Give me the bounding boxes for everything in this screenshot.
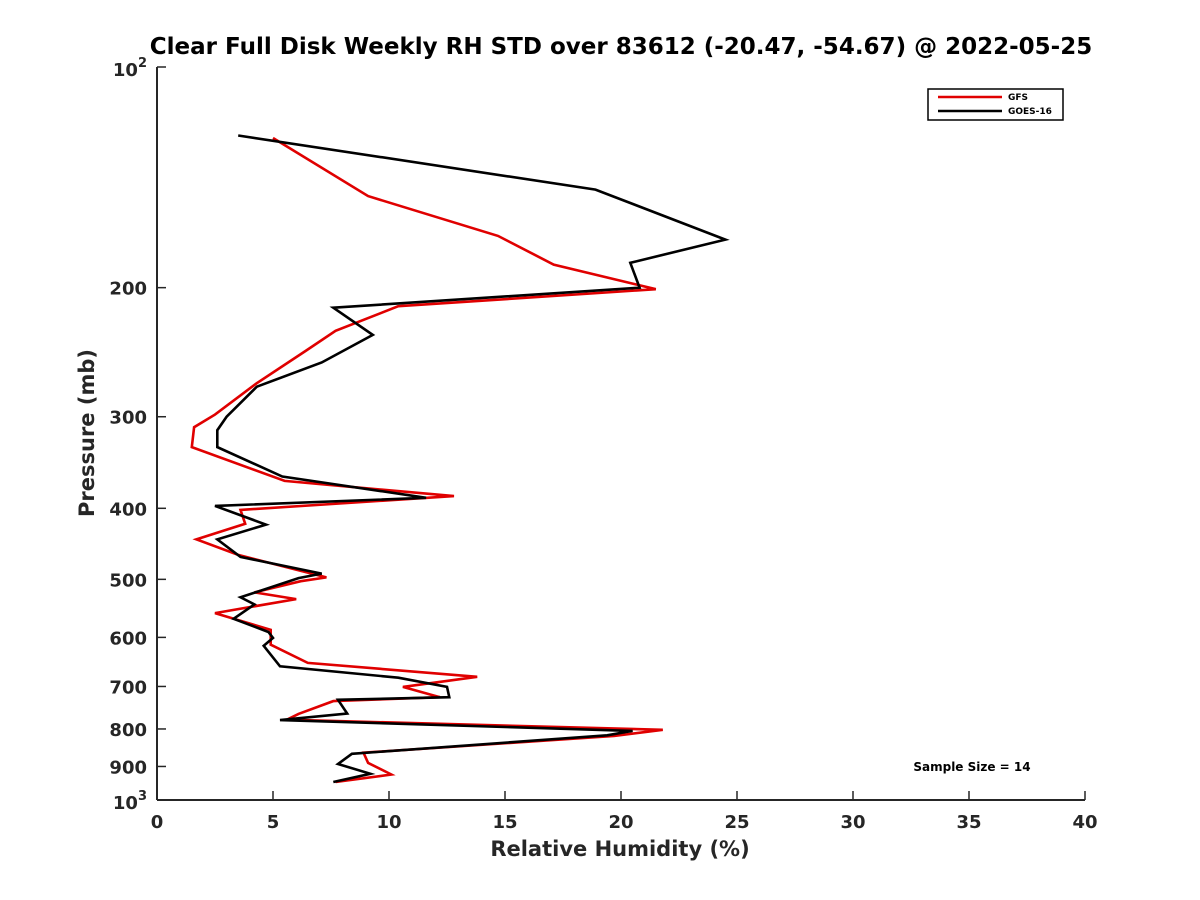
legend-label-goes16: GOES-16 (1008, 107, 1052, 117)
y-axis: 200 300 400 500 600 700 800 900 102 103 (109, 56, 166, 814)
y-axis-label: Pressure (mb) (75, 349, 99, 517)
x-tick-label: 10 (376, 812, 401, 833)
x-tick-label: 5 (267, 812, 280, 833)
y-tick-label: 300 (109, 408, 147, 429)
x-tick-label: 25 (724, 812, 749, 833)
y-tick-label-power: 102 (113, 56, 147, 81)
x-tick-label: 30 (840, 812, 865, 833)
x-tick-label: 35 (956, 812, 981, 833)
legend-label-gfs: GFS (1008, 93, 1028, 103)
x-tick-label: 20 (608, 812, 633, 833)
legend-box (927, 88, 1064, 121)
y-tick-label: 900 (109, 757, 147, 778)
chart-title: Clear Full Disk Weekly RH STD over 83612… (150, 34, 1092, 60)
x-tick-label: 40 (1072, 812, 1097, 833)
legend: GFS GOES-16 (927, 88, 1064, 121)
series-layer (190, 134, 730, 784)
y-tick-label: 600 (109, 628, 147, 649)
x-axis-label: Relative Humidity (%) (490, 837, 749, 861)
y-tick-label: 400 (109, 499, 147, 520)
y-tick-label: 800 (109, 720, 147, 741)
y-tick-label: 700 (109, 677, 147, 698)
x-tick-label: 0 (151, 812, 164, 833)
y-tick-label: 500 (109, 570, 147, 591)
sample-size-annotation: Sample Size = 14 (913, 760, 1030, 774)
y-tick-label: 200 (109, 279, 147, 300)
series-line-goes16 (214, 134, 730, 784)
y-tick-label-power: 103 (113, 789, 147, 814)
x-axis: 0 5 10 15 20 25 30 35 40 (151, 791, 1098, 833)
x-tick-label: 15 (492, 812, 517, 833)
